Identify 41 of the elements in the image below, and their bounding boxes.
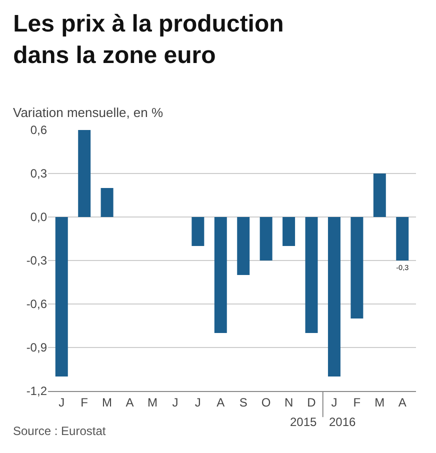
x-tick-label: J: [58, 395, 65, 410]
bar: [396, 217, 409, 260]
bar: [305, 217, 318, 333]
x-tick-label: A: [216, 395, 225, 410]
x-tick-label: J: [331, 395, 338, 410]
bar: [350, 217, 364, 318]
y-tick-label: -0,3: [26, 254, 48, 268]
bar: [214, 217, 227, 333]
y-tick-label: -1,2: [26, 384, 48, 398]
bar: [328, 217, 340, 376]
bar: [373, 174, 386, 217]
bar: [192, 217, 204, 246]
y-tick-label: 0,3: [30, 166, 48, 181]
x-tick-label: M: [374, 395, 385, 410]
x-tick-label: J: [172, 395, 178, 410]
x-tick-label: A: [126, 395, 134, 410]
x-tick-label: M: [147, 395, 158, 410]
x-tick-label: J: [194, 395, 201, 410]
x-tick-label: N: [284, 395, 294, 410]
text: 2016: [329, 415, 356, 429]
x-tick-label: D: [307, 395, 316, 410]
source-note: Source : Eurostat: [13, 424, 106, 438]
x-tick-label: A: [398, 395, 406, 410]
bar: [260, 217, 272, 260]
y-tick-label: -0,6: [26, 297, 48, 312]
chart-title: Les prix à la production dans la zone euro: [13, 10, 284, 69]
x-tick-label: S: [239, 395, 248, 410]
x-tick-label: M: [102, 395, 112, 410]
x-tick-label: F: [353, 395, 361, 410]
bar: [282, 217, 296, 246]
bar: [78, 130, 91, 217]
bar: [237, 217, 250, 275]
bar: [55, 217, 68, 376]
y-tick-label: 0,0: [30, 210, 48, 224]
bar: [100, 188, 114, 217]
y-tick-label: -0,9: [26, 340, 48, 355]
y-tick-label: 0,6: [30, 123, 48, 138]
x-tick-label: F: [80, 395, 88, 410]
x-tick-label: O: [261, 395, 271, 410]
text: 2015: [290, 415, 318, 429]
chart-subtitle: Variation mensuelle, en %: [13, 105, 164, 120]
